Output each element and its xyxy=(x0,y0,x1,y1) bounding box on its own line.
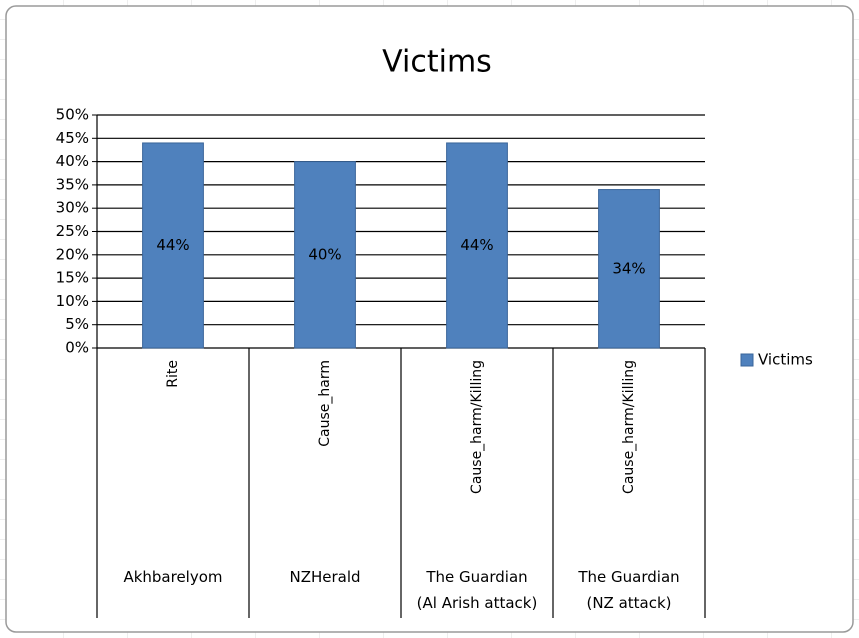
chart-title: Victims xyxy=(382,45,492,80)
data-label: 44% xyxy=(156,236,189,254)
data-label: 34% xyxy=(612,259,645,277)
y-tick-label: 50% xyxy=(56,106,89,124)
legend-swatch xyxy=(740,353,754,367)
data-label: 40% xyxy=(308,245,341,263)
group-label-line: (Al Arish attack) xyxy=(417,594,538,612)
y-tick-label: 30% xyxy=(56,199,89,217)
y-tick-label: 5% xyxy=(65,315,89,333)
y-tick-label: 35% xyxy=(56,175,89,193)
y-tick-label: 0% xyxy=(65,339,89,357)
y-tick-label: 25% xyxy=(56,222,89,240)
y-tick-label: 15% xyxy=(56,269,89,287)
y-tick-label: 45% xyxy=(56,129,89,147)
group-label: The Guardian (NZ attack) xyxy=(577,568,679,612)
group-label-line: NZHerald xyxy=(289,568,360,586)
group-label: The Guardian (Al Arish attack) xyxy=(417,568,538,612)
bar xyxy=(142,142,204,349)
data-label: 44% xyxy=(460,236,493,254)
y-tick-label: 20% xyxy=(56,245,89,263)
group-label: NZHerald xyxy=(289,568,360,586)
group-label-line: Akhbarelyom xyxy=(123,568,222,586)
group-label-line: The Guardian xyxy=(425,568,527,586)
x-tick-label: Cause_harm xyxy=(317,360,333,447)
group-label-line: (NZ attack) xyxy=(586,594,671,612)
x-tick-label: Cause_harm/Killing xyxy=(621,360,637,494)
bar xyxy=(446,142,508,349)
bar xyxy=(294,161,356,349)
y-tick-label: 10% xyxy=(56,292,89,310)
group-label-line: The Guardian xyxy=(577,568,679,586)
legend-label: Victims xyxy=(758,351,813,369)
x-tick-label: Rite xyxy=(165,360,181,388)
x-tick-label: Cause_harm/Killing xyxy=(469,360,485,494)
chart-area xyxy=(5,5,854,633)
y-tick-label: 40% xyxy=(56,152,89,170)
group-label: Akhbarelyom xyxy=(123,568,222,586)
bar xyxy=(598,189,660,349)
